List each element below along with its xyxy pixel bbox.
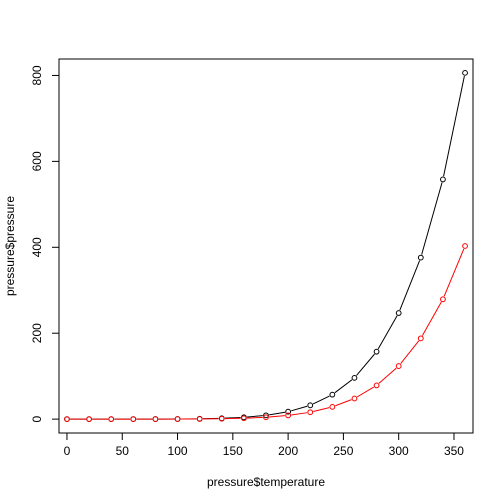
series-1-segment — [291, 412, 308, 416]
y-tick-label: 0 — [30, 415, 44, 422]
series-0-segment — [291, 405, 308, 412]
series-0-segment — [421, 182, 443, 255]
x-tick-label: 350 — [444, 444, 464, 458]
series-0-segment — [312, 395, 330, 405]
x-axis: 0 50 100 150 200 250 300 350 — [64, 432, 464, 458]
x-tick-label: 200 — [278, 444, 298, 458]
series-1-segment — [356, 386, 375, 398]
x-tick-label: 0 — [64, 444, 71, 458]
series-1-point — [329, 403, 336, 410]
series-1-point — [395, 363, 402, 369]
series-1-point — [130, 416, 137, 423]
series-0-segment — [443, 75, 465, 177]
series-1-segment — [247, 416, 263, 419]
series-1-point — [440, 296, 446, 303]
x-tick-label: 250 — [333, 444, 353, 458]
series-1-point — [373, 382, 380, 389]
x-tick-label: 50 — [116, 444, 130, 458]
series-0-point — [329, 391, 336, 398]
series-0-segment — [377, 315, 398, 350]
series-0-segment — [224, 416, 241, 419]
y-axis: 0 200 400 600 800 — [30, 65, 60, 422]
series-0-segment — [399, 260, 421, 311]
y-axis-label: pressure$pressure — [3, 196, 17, 296]
x-tick-label: 100 — [168, 444, 188, 458]
series-1-point — [218, 415, 225, 422]
series-0-point — [395, 310, 402, 316]
series-0 — [64, 69, 468, 423]
series-1-segment — [400, 340, 420, 364]
y-tick-label: 400 — [30, 237, 44, 257]
series-1-segment — [378, 367, 397, 384]
series-0-point — [440, 176, 446, 183]
series-1-point — [307, 409, 314, 416]
series-1-segment — [421, 301, 442, 336]
series-1-point — [196, 416, 203, 422]
series-1-point — [285, 412, 292, 419]
series-1-point — [174, 416, 181, 422]
series-1-segment — [335, 399, 352, 407]
series-0-segment — [356, 353, 375, 376]
y-tick-label: 600 — [30, 151, 44, 171]
series-1 — [64, 243, 468, 423]
series-1-point — [351, 395, 358, 402]
series-1-point — [240, 415, 247, 422]
y-tick-label: 200 — [30, 323, 44, 343]
series-1-segment — [443, 248, 465, 297]
series-0-point — [373, 348, 380, 355]
plot-box — [58, 58, 474, 434]
series-1-point — [108, 416, 115, 423]
series-1-point — [86, 416, 92, 423]
series-1-point — [263, 414, 269, 421]
x-tick-label: 150 — [223, 444, 243, 458]
series-1-point — [417, 335, 424, 342]
series-0-segment — [247, 415, 263, 418]
series-0-segment — [269, 411, 286, 416]
series-1-point — [152, 416, 159, 423]
series-0-point — [417, 254, 424, 261]
series-0-point — [285, 408, 292, 415]
series-1-point — [462, 243, 468, 249]
x-axis-label: pressure$temperature — [207, 475, 325, 489]
y-tick-label: 800 — [30, 65, 44, 85]
series-layer — [64, 69, 468, 423]
series-0-segment — [334, 379, 353, 394]
series-0-point — [462, 69, 468, 76]
x-tick-label: 300 — [389, 444, 409, 458]
series-0-point — [263, 412, 269, 419]
series-1-segment — [313, 407, 330, 412]
series-1-segment — [269, 415, 285, 418]
series-0-point — [351, 374, 358, 381]
series-1-point — [64, 416, 70, 423]
series-0-point — [307, 402, 314, 409]
